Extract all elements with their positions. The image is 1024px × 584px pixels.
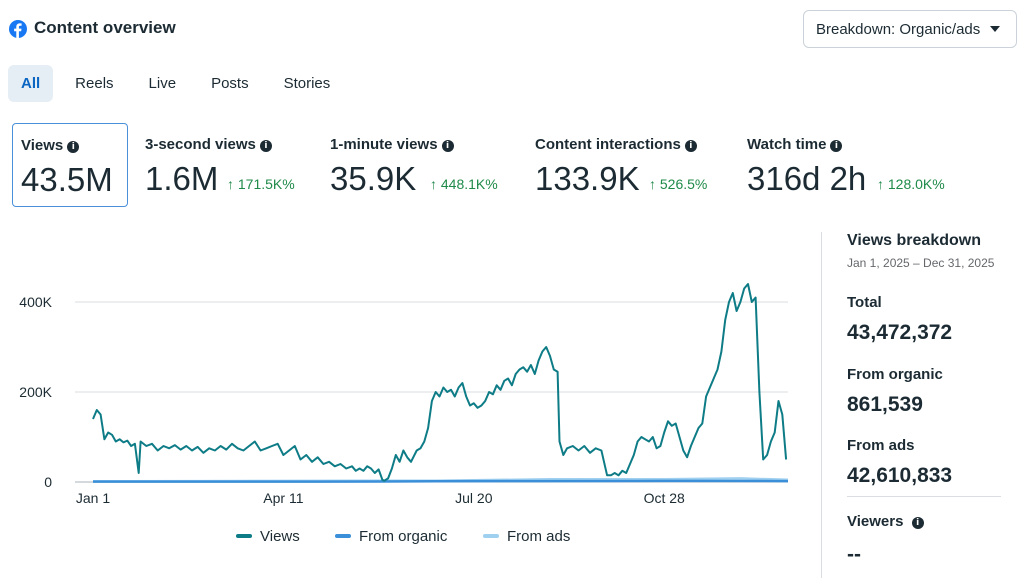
series-line-views[interactable] bbox=[92, 283, 788, 482]
breakdown-dropdown[interactable]: Breakdown: Organic/ads bbox=[803, 10, 1017, 48]
info-icon[interactable]: i bbox=[259, 140, 272, 152]
metric-value: 35.9K bbox=[330, 160, 417, 197]
tab-reels[interactable]: Reels bbox=[75, 75, 114, 92]
panel-divider bbox=[821, 232, 822, 578]
legend-item-views[interactable]: Views bbox=[236, 526, 300, 546]
content-type-tabs: All Reels Live Posts Stories bbox=[8, 65, 352, 103]
metric-card-content-interactions[interactable]: Content interactions i 133.9K ↑ 526.5% bbox=[535, 123, 735, 207]
metric-label: 1-minute views bbox=[330, 136, 438, 153]
breakdown-heading: Views breakdown bbox=[847, 232, 981, 249]
metric-label: Content interactions bbox=[535, 136, 681, 153]
series-line-from-organic[interactable] bbox=[93, 479, 789, 483]
views-line-chart[interactable]: 0 200K 400K Jan 1 Apr 11 Jul 20 Oct 28 bbox=[0, 270, 810, 570]
tab-posts[interactable]: Posts bbox=[211, 75, 249, 92]
metric-label: Views bbox=[21, 137, 64, 154]
metric-value: 43.5M bbox=[21, 161, 113, 198]
page-title: Content overview bbox=[34, 18, 176, 37]
tab-live[interactable]: Live bbox=[148, 75, 177, 92]
ads-value: 42,610,833 bbox=[847, 464, 953, 487]
metric-card-1-minute-views[interactable]: 1-minute views i 35.9K ↑ 448.1K% bbox=[330, 123, 520, 207]
metric-label: 3-second views bbox=[145, 136, 256, 153]
caret-down-icon bbox=[990, 26, 1000, 32]
info-icon[interactable]: i bbox=[911, 517, 924, 529]
info-icon[interactable]: i bbox=[67, 141, 80, 153]
legend-label: From ads bbox=[507, 527, 571, 545]
metric-card-watch-time[interactable]: Watch time i 316d 2h ↑ 128.0K% bbox=[747, 123, 977, 207]
metric-label: Watch time bbox=[747, 136, 827, 153]
metric-card-views[interactable]: Views i 43.5M bbox=[12, 123, 128, 207]
metric-delta: ↑ 128.0K% bbox=[877, 176, 945, 192]
metric-value: 1.6M bbox=[145, 160, 219, 197]
metric-delta: ↑ 171.5K% bbox=[227, 176, 295, 192]
x-tick-label: Apr 11 bbox=[263, 490, 303, 506]
viewers-label-row: Viewers i bbox=[847, 513, 924, 530]
tab-stories[interactable]: Stories bbox=[283, 75, 331, 92]
header: Content overview Breakdown: Organic/ads bbox=[0, 0, 1024, 60]
breakdown-dropdown-label: Breakdown: Organic/ads bbox=[816, 20, 981, 38]
viewers-label: Viewers bbox=[847, 513, 904, 530]
info-icon[interactable]: i bbox=[684, 140, 697, 152]
x-tick-label: Jan 1 bbox=[76, 490, 110, 506]
viewers-value: -- bbox=[847, 543, 861, 566]
metric-card-3-second-views[interactable]: 3-second views i 1.6M ↑ 171.5K% bbox=[145, 123, 315, 207]
metric-delta: ↑ 448.1K% bbox=[430, 176, 498, 192]
legend-label: Views bbox=[260, 527, 300, 545]
metric-value: 133.9K bbox=[535, 160, 640, 197]
organic-value: 861,539 bbox=[847, 393, 923, 416]
organic-label: From organic bbox=[847, 366, 943, 383]
tab-all[interactable]: All bbox=[8, 65, 54, 102]
facebook-icon bbox=[9, 20, 27, 38]
x-tick-label: Oct 28 bbox=[644, 490, 685, 506]
y-tick-label: 0 bbox=[44, 474, 52, 490]
total-label: Total bbox=[847, 294, 882, 311]
legend-swatch bbox=[236, 534, 252, 538]
legend-item-from-ads[interactable]: From ads bbox=[483, 526, 570, 546]
legend-swatch bbox=[483, 534, 499, 538]
views-breakdown-panel: Views breakdown Jan 1, 2025 – Dec 31, 20… bbox=[847, 232, 1017, 566]
y-tick-label: 200K bbox=[19, 384, 52, 400]
legend-swatch bbox=[335, 534, 351, 538]
legend-item-from-organic[interactable]: From organic bbox=[335, 526, 447, 546]
breakdown-date-range: Jan 1, 2025 – Dec 31, 2025 bbox=[847, 256, 995, 270]
info-icon[interactable]: i bbox=[830, 140, 843, 152]
x-tick-label: Jul 20 bbox=[455, 490, 493, 506]
metric-delta: ↑ 526.5% bbox=[649, 176, 708, 192]
ads-label: From ads bbox=[847, 437, 915, 454]
metric-value: 316d 2h bbox=[747, 160, 867, 197]
info-icon[interactable]: i bbox=[441, 140, 454, 152]
total-value: 43,472,372 bbox=[847, 321, 953, 344]
legend-label: From organic bbox=[359, 527, 448, 545]
y-tick-label: 400K bbox=[19, 294, 52, 310]
breakdown-divider bbox=[847, 496, 1001, 497]
